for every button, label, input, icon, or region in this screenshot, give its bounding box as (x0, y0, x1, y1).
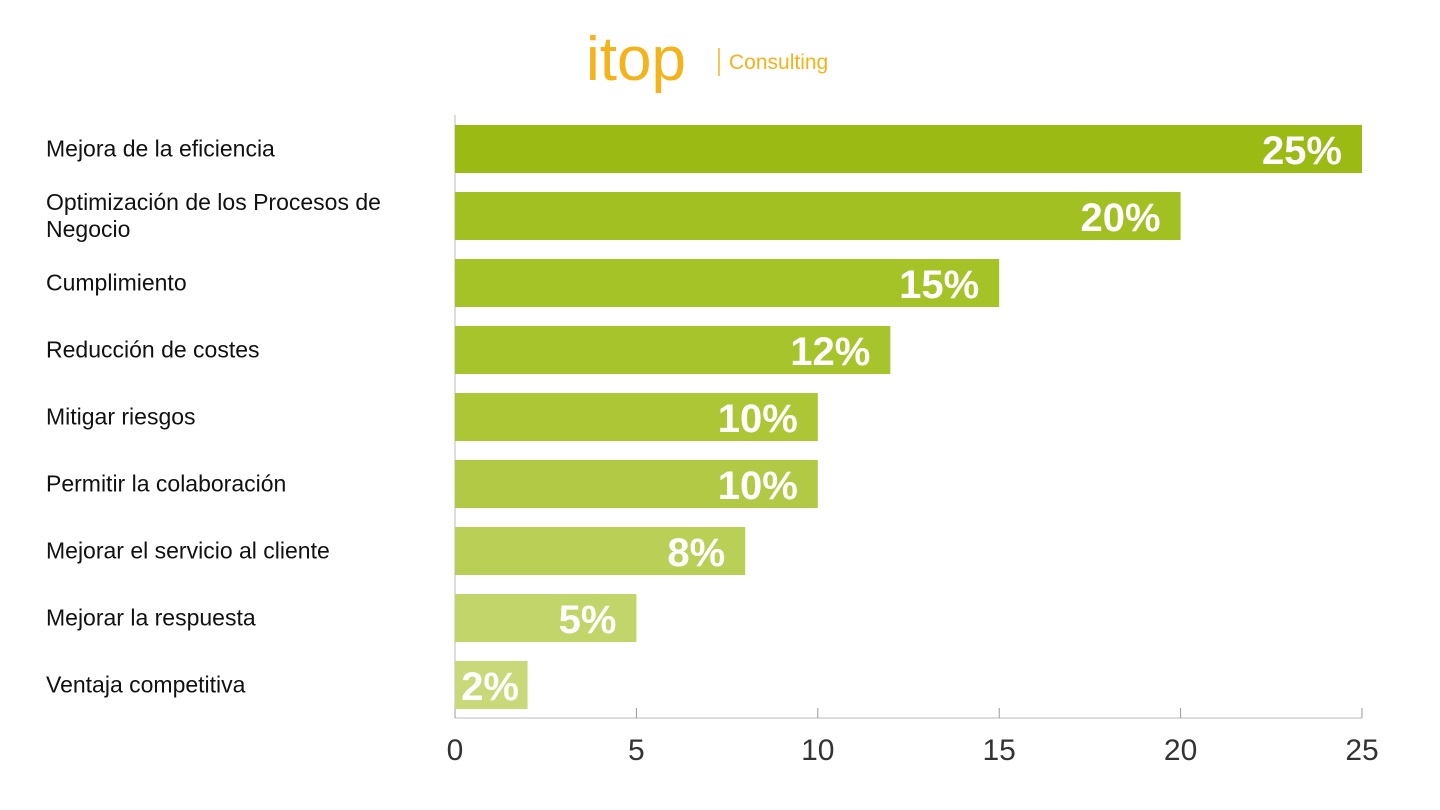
bar (455, 125, 1362, 173)
bar (455, 393, 818, 441)
logo-subtitle: Consulting (729, 51, 828, 74)
bar (455, 594, 637, 642)
bar (455, 192, 1181, 240)
x-tick-label: 10 (801, 734, 834, 767)
category-label: Mejorar la respuesta (46, 604, 256, 631)
bar (455, 527, 746, 575)
category-label: Cumplimiento (46, 269, 187, 296)
value-label: 15% (899, 263, 979, 307)
category-label: Ventaja competitiva (46, 671, 246, 698)
category-label: Mitigar riesgos (46, 403, 196, 430)
bar (455, 259, 1000, 307)
x-tick-label: 0 (447, 734, 464, 767)
x-tick-label: 15 (983, 734, 1016, 767)
x-tick-label: 20 (1164, 734, 1197, 767)
category-label: Optimización de los Procesos de Negocio (46, 189, 381, 242)
category-label: Permitir la colaboración (46, 470, 287, 497)
bar (455, 460, 818, 508)
category-label: Mejorar el servicio al cliente (46, 537, 330, 564)
value-label: 8% (667, 531, 725, 575)
logo: itop (586, 25, 686, 94)
value-label: 12% (790, 330, 870, 374)
value-label: 25% (1262, 129, 1342, 173)
value-label: 10% (718, 464, 798, 508)
bar (455, 326, 891, 374)
value-label: 2% (461, 665, 519, 709)
value-label: 5% (559, 598, 617, 642)
category-label: Reducción de costes (46, 336, 260, 363)
value-label: 20% (1081, 196, 1161, 240)
x-tick-label: 5 (628, 734, 645, 767)
bar (455, 661, 528, 709)
value-label: 10% (718, 397, 798, 441)
category-label: Mejora de la eficiencia (46, 135, 275, 162)
x-tick-label: 25 (1345, 734, 1378, 767)
